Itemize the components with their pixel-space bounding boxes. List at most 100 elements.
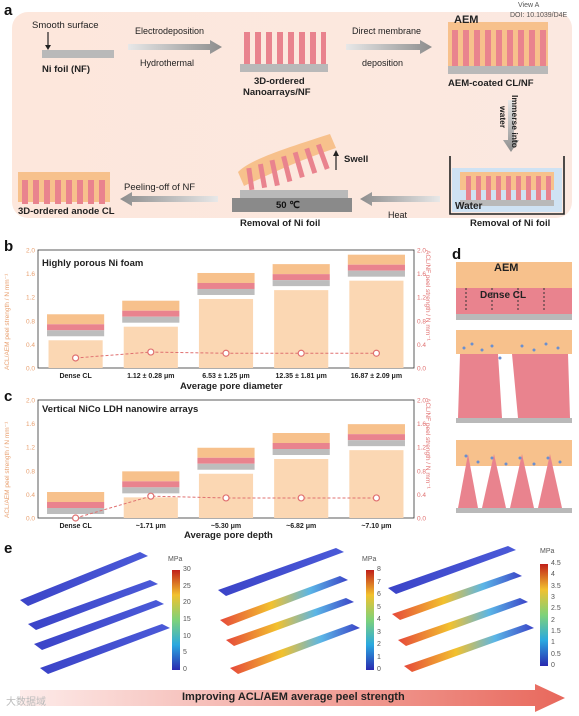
chart-b-tick-right: 0.0 (417, 366, 426, 373)
chart-b-aem-layer (347, 254, 405, 265)
chart-b-category-label: 16.87 ± 2.09 μm (351, 373, 402, 380)
chart-c-aem-layer (47, 492, 105, 502)
chart-c-substrate-layer (47, 508, 105, 514)
chart-c-title: Vertical NiCo LDH nanowire arrays (42, 404, 199, 415)
chart-b-tick-left: 0.4 (26, 342, 35, 349)
chart-b-tick-right: 0.8 (417, 318, 426, 325)
immerse-line2: water (498, 106, 508, 129)
colorbar-tick: 0 (377, 666, 381, 673)
chart-b: 0.0 0.0 0.4 0.4 0.8 0.8 1.2 1.2 1.6 1.6 2.0 2.0 Dens… (26, 248, 426, 381)
chart-b-ylabel-right: ACL/NF peel strength / N mm⁻¹ (424, 250, 431, 341)
colorbar-tick: 10 (183, 632, 191, 640)
anode-cl-label: 3D-ordered anode CL (18, 206, 115, 217)
chart-b-aem-layer (197, 272, 255, 283)
chart-b-category-label: Dense CL (59, 373, 92, 380)
simulation-group-3 (388, 546, 548, 672)
chart-b-cl-layer (47, 324, 105, 331)
colorbar-tick: 8 (377, 566, 381, 573)
water-beaker (449, 156, 565, 215)
colorbar-tick: 30 (183, 566, 191, 573)
chart-b-aem-layer (272, 264, 330, 275)
step2-line1: Direct membrane (352, 26, 422, 36)
chart-c-substrate-layer (197, 463, 255, 470)
colorbar-tick: 0 (183, 666, 187, 673)
unit-3: MPa (540, 548, 555, 555)
chart-c-aem-layer (197, 447, 255, 458)
chart-c-point (297, 494, 305, 502)
panel-a-letter: a (4, 2, 13, 19)
watermark: 大数据域 (6, 697, 46, 708)
chart-c-category-label: ~1.71 μm (136, 523, 166, 530)
simulation-group-1 (20, 552, 180, 674)
chart-b-point (71, 354, 80, 362)
nanowire-scenario (456, 440, 572, 513)
swell-graphic (232, 134, 352, 212)
chart-c-xlabel: Average pore depth (184, 530, 273, 541)
colorbar-tick: 20 (183, 599, 191, 607)
chart-c-category-label: ~5.30 μm (211, 523, 241, 530)
chart-b-bar (198, 298, 254, 368)
chart-c-line (75, 495, 377, 519)
colorbar-tick: 25 (183, 582, 191, 590)
panel-a-graphic (12, 12, 572, 218)
arrow-step2 (346, 40, 432, 54)
chart-c-substrate-layer (347, 440, 405, 447)
aem-coated-graphic (448, 22, 548, 74)
colorbar-tick: 3 (377, 628, 381, 636)
anode-cl-graphic (18, 172, 110, 204)
colorbar-tick: 4.5 (551, 560, 561, 567)
panel-c-letter: c (4, 388, 13, 405)
swell-label: Swell (344, 154, 369, 165)
chart-c-cl-layer (347, 434, 405, 441)
arrow-peeling (120, 192, 218, 206)
nanoarrays-line1: 3D-ordered (254, 76, 305, 87)
chart-b-substrate-layer (272, 280, 330, 287)
colorbar-tick: 2 (377, 641, 381, 648)
chart-c-tick-right: 0.0 (417, 516, 426, 523)
colorbar-tick: 1 (551, 639, 555, 647)
dense-cl-scenario (456, 262, 572, 320)
colorbar-tick: 15 (183, 616, 191, 623)
chart-c-point (147, 492, 155, 500)
heat-label: Heat (388, 210, 408, 220)
chart-c-bar (349, 450, 404, 518)
panel-e-letter: e (4, 540, 13, 557)
peeling-label: Peeling-off of NF (124, 182, 196, 193)
aem-label: AEM (454, 14, 479, 26)
chart-c-aem-layer (347, 424, 405, 435)
chart-c-tick-right: 1.6 (417, 421, 426, 428)
chart-b-point (222, 349, 230, 357)
smooth-surface-label: Smooth surface (32, 20, 99, 31)
panel-a: a View A DOI: 10.1039/D4E Smooth surface… (0, 0, 579, 229)
chart-c-category-label: ~6.82 μm (286, 523, 316, 530)
water-label: Water (455, 201, 483, 212)
chart-c-aem-layer (272, 433, 330, 443)
doi-text: DOI: 10.1039/D4E (510, 12, 568, 19)
chart-b-category-label: 12.35 ± 1.81 μm (276, 373, 327, 380)
ni-foil-plate (42, 50, 114, 58)
chart-b-aem-layer (47, 314, 105, 325)
chart-b-cl-layer (197, 282, 255, 289)
chart-b-substrate-layer (347, 270, 405, 277)
step2-line2: deposition (362, 58, 404, 68)
removal2-label: Removal of Ni foil (240, 218, 321, 229)
chart-b-title: Highly porous Ni foam (42, 258, 144, 269)
colorbar-tick: 4 (377, 616, 381, 623)
colorbar-tick: 3 (551, 594, 555, 601)
temperature-label: 50 ℃ (276, 200, 300, 211)
chart-b-ylabel-left: ACL/AEM peel strength / N mm⁻¹ (4, 273, 11, 370)
improvement-arrow (20, 684, 565, 712)
chart-b-point (297, 349, 305, 357)
chart-c-tick-left: 0.4 (26, 492, 35, 499)
panel-b-letter: b (4, 238, 14, 255)
chart-c-substrate-layer (122, 487, 180, 494)
colorbar-tick: 7 (377, 578, 381, 586)
chart-c-bar (123, 497, 178, 518)
chart-c-tick-right: 0.8 (417, 468, 426, 475)
chart-c-category-label: ~7.10 μm (361, 523, 391, 530)
chart-b-point (147, 348, 155, 356)
colorbar-tick: 0 (551, 662, 555, 669)
chart-c-tick-left: 0.0 (26, 516, 35, 523)
chart-b-category-label: 6.53 ± 1.25 μm (202, 373, 249, 380)
panel-d-aem-label: AEM (494, 262, 519, 274)
